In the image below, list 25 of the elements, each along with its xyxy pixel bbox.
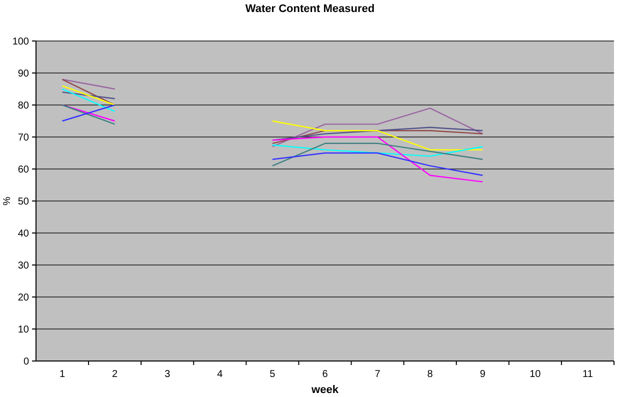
y-tick-label: 30 [18,260,30,272]
y-tick-label: 20 [18,292,30,304]
x-tick-label: 5 [270,369,276,380]
y-tick-label: 70 [18,132,30,144]
x-tick-label: 10 [530,369,542,380]
x-tick-label: 6 [322,369,328,380]
x-tick-label: 3 [164,369,171,380]
x-tick-label: 1 [59,369,66,380]
y-tick-label: 80 [18,100,30,112]
y-tick-label: 40 [18,228,30,240]
chart-title: Water Content Measured [245,3,375,15]
x-axis-title: week [310,384,340,396]
y-tick-label: 10 [18,324,30,336]
x-tick-label: 8 [427,369,434,380]
x-tick-label: 9 [480,369,486,380]
x-tick-label: 4 [217,369,224,380]
y-tick-label: 90 [18,68,30,80]
x-tick-label: 11 [582,369,594,380]
y-tick-label: 100 [12,36,30,48]
x-tick-label: 2 [112,369,118,380]
y-axis-title: % [2,196,13,206]
y-tick-label: 0 [23,356,30,368]
y-tick-label: 50 [18,196,30,208]
y-tick-label: 60 [18,164,30,176]
x-tick-label: 7 [374,369,381,380]
